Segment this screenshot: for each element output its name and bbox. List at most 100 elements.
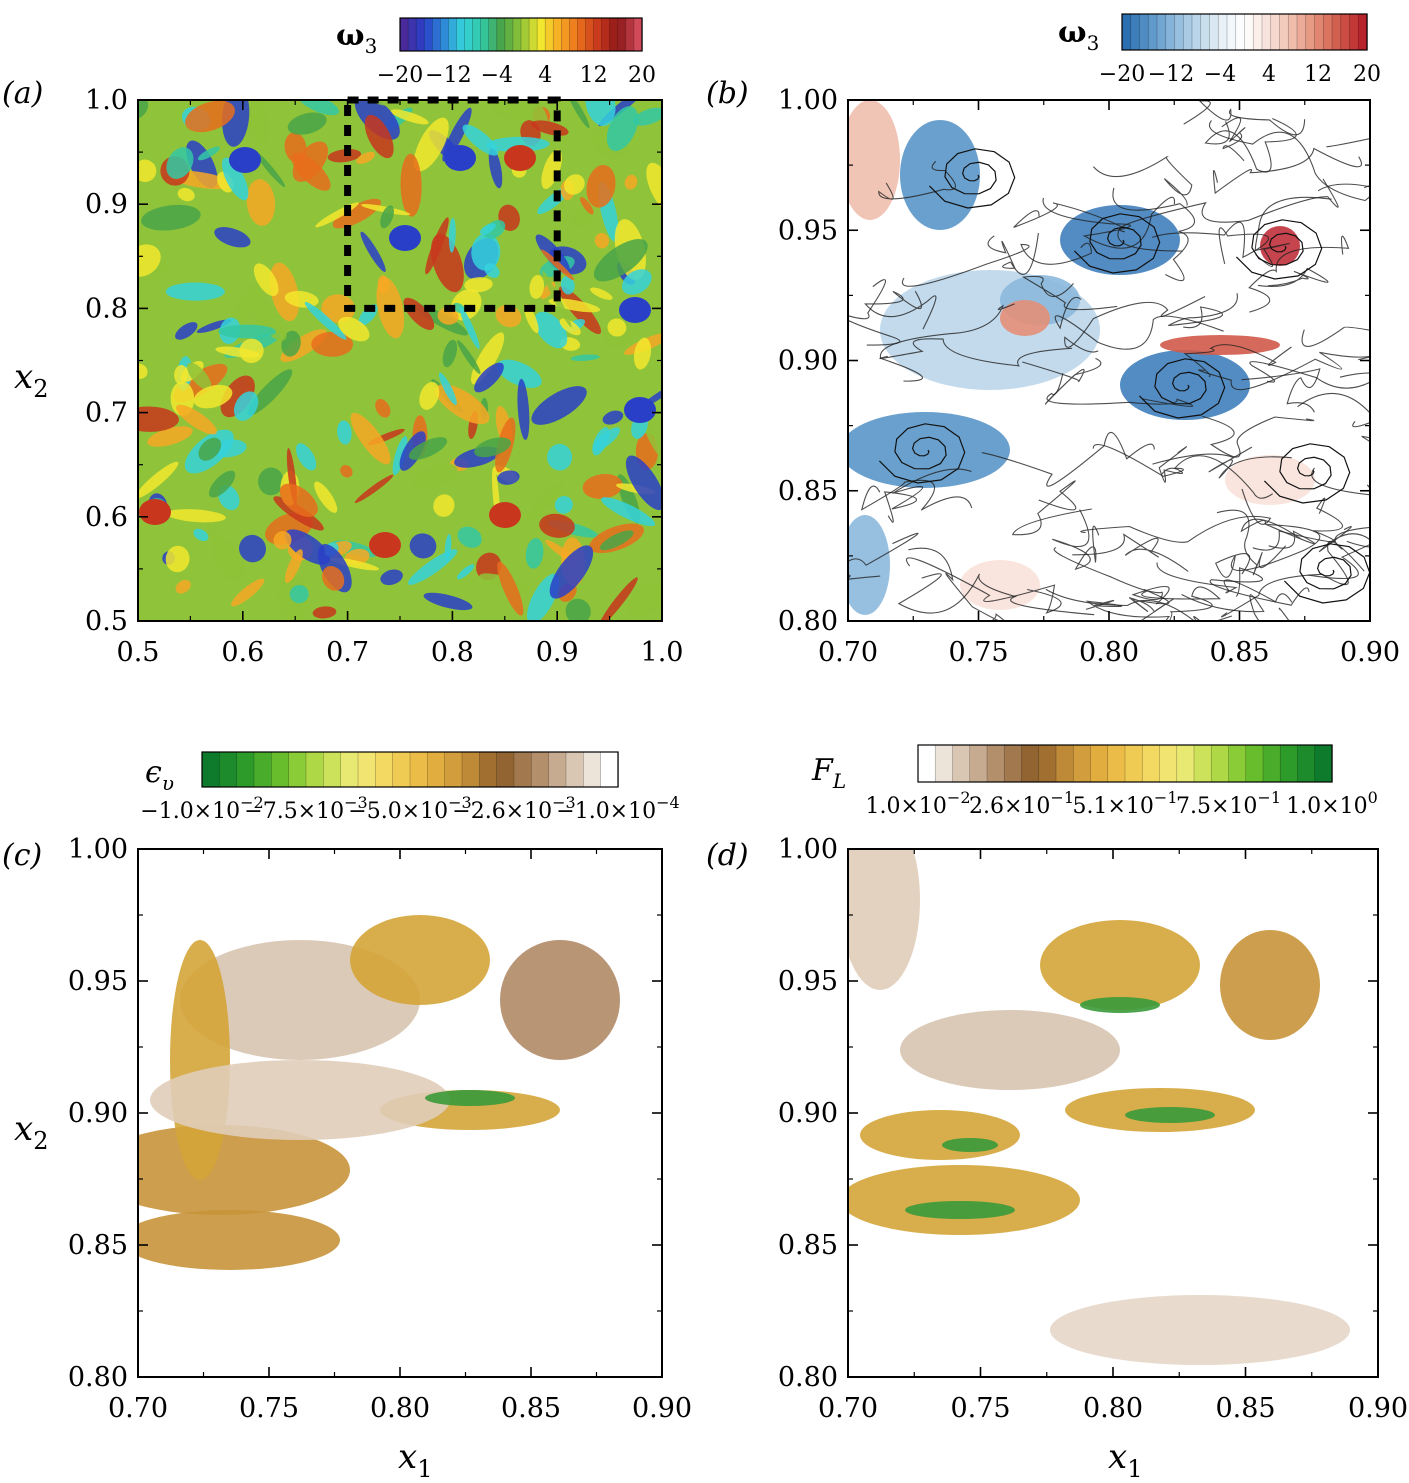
colorbar-band bbox=[1244, 13, 1255, 51]
colorbar-band bbox=[1261, 13, 1272, 51]
colorbar-band bbox=[201, 751, 221, 788]
colorbar-band bbox=[544, 17, 555, 52]
x-tick-label: 0.85 bbox=[1215, 1393, 1275, 1424]
colorbar-band bbox=[1262, 744, 1282, 783]
y-tick-label: 1.00 bbox=[68, 834, 128, 865]
colorbar-band bbox=[986, 744, 1006, 783]
colorbar-tick-label: 7.5×10−1 bbox=[1176, 788, 1281, 819]
colorbar-tick-label: −12 bbox=[1148, 62, 1194, 87]
colorbar-tick-label: −1.0×10−2 bbox=[140, 793, 263, 824]
colorbar-band bbox=[1176, 744, 1195, 783]
colorbar-band bbox=[593, 17, 603, 52]
colorbar-band bbox=[569, 17, 579, 52]
colorbar-tick-label: 20 bbox=[628, 63, 656, 88]
colorbar-band bbox=[305, 751, 325, 788]
y-tick-label: 0.85 bbox=[68, 1230, 128, 1261]
colorbar-band bbox=[1090, 744, 1109, 783]
colorbar-band bbox=[1349, 13, 1360, 51]
colorbar-band bbox=[1245, 744, 1264, 783]
colorbar-band bbox=[601, 17, 611, 52]
y-tick-label: 0.80 bbox=[778, 1362, 838, 1393]
panel-label: (d) bbox=[706, 838, 749, 873]
colorbar-band bbox=[552, 17, 563, 52]
colorbar-band bbox=[531, 751, 550, 788]
colorbar-band bbox=[1038, 744, 1057, 783]
colorbar-title: ϵυ bbox=[145, 755, 174, 795]
colorbar-band bbox=[1107, 744, 1126, 783]
y-tick-label: 0.85 bbox=[778, 1230, 838, 1261]
colorbar-tick-label: 1.0×100 bbox=[1286, 788, 1378, 819]
colorbar-band bbox=[617, 17, 627, 52]
colorbar-tick-label: −5.0×10−3 bbox=[348, 793, 471, 824]
colorbar-title: ω3 bbox=[1058, 15, 1099, 55]
colorbar-band bbox=[609, 17, 619, 52]
colorbar-band bbox=[1279, 13, 1290, 51]
x-tick-label: 0.70 bbox=[818, 637, 878, 668]
colorbar-tick-label: 5.1×10−1 bbox=[1072, 788, 1177, 819]
colorbar-band bbox=[1226, 13, 1237, 51]
colorbar-band bbox=[1003, 744, 1023, 783]
colorbar-band bbox=[917, 744, 937, 783]
colorbar-tick-label: 20 bbox=[1353, 62, 1381, 87]
colorbar-band bbox=[448, 17, 458, 52]
colorbar-tick-label: −1.0×10−4 bbox=[556, 793, 679, 824]
colorbar-band bbox=[1296, 13, 1307, 51]
colorbar-band bbox=[407, 17, 417, 52]
colorbar-band bbox=[1287, 13, 1298, 51]
y-tick-label: 0.90 bbox=[68, 1098, 128, 1129]
field-image bbox=[848, 849, 1378, 1377]
colorbar-band bbox=[583, 751, 602, 788]
panel-b: 0.70 0.75 0.80 0.85 0.90 0.80 0.85 0.90 0.95 1.00… bbox=[706, 13, 1400, 668]
colorbar-tick-label: 12 bbox=[580, 63, 608, 88]
colorbar-tick-label: −4 bbox=[1204, 62, 1236, 87]
colorbar-tick-label: −2.6×10−3 bbox=[452, 793, 575, 824]
colorbar-title: FL bbox=[811, 753, 846, 793]
x-tick-label: 0.6 bbox=[221, 637, 264, 668]
colorbar-band bbox=[288, 751, 307, 788]
colorbar-tick-label: −20 bbox=[1099, 62, 1145, 87]
colorbar-band bbox=[236, 751, 255, 788]
y-tick-label: 0.5 bbox=[85, 606, 128, 637]
colorbar-band bbox=[1124, 744, 1144, 783]
colorbar-band bbox=[1270, 13, 1281, 51]
y-tick-label: 0.80 bbox=[778, 606, 838, 637]
x-tick-label: 0.90 bbox=[1348, 1393, 1408, 1424]
colorbar-band bbox=[1072, 744, 1092, 783]
colorbar-band bbox=[520, 17, 530, 52]
y-tick-label: 1.0 bbox=[85, 85, 128, 116]
colorbar-band bbox=[952, 744, 971, 783]
panel-c: 0.70 0.75 0.80 0.85 0.90 0.80 0.85 0.90 0.95 1.00… bbox=[2, 751, 692, 1483]
colorbar-band bbox=[340, 751, 359, 788]
y-tick-label: 1.00 bbox=[778, 834, 838, 865]
x-tick-label: 0.75 bbox=[948, 637, 1008, 668]
colorbar-band bbox=[1210, 744, 1230, 783]
colorbar-tick-label: −20 bbox=[377, 63, 423, 88]
colorbar-band bbox=[585, 17, 595, 52]
panel-a: 0.5 0.6 0.7 0.8 0.9 1.0 0.5 0.6 0.7 0.8 0.9 1.0 x2 (a… bbox=[2, 17, 683, 668]
colorbar-band bbox=[633, 17, 643, 52]
colorbar-tick-label: −12 bbox=[425, 63, 471, 88]
x-tick-label: 0.80 bbox=[1083, 1393, 1143, 1424]
colorbar-tick-label: −7.5×10−3 bbox=[244, 793, 367, 824]
y-tick-label: 0.95 bbox=[778, 215, 838, 246]
colorbar-band bbox=[600, 751, 619, 788]
x-tick-label: 0.5 bbox=[117, 637, 160, 668]
colorbar-band bbox=[1156, 13, 1167, 51]
panel-label: (c) bbox=[2, 838, 42, 873]
colorbar-tick-label: 2.6×10−1 bbox=[969, 788, 1074, 819]
colorbar-tick-label: 4 bbox=[538, 63, 552, 88]
colorbar-band bbox=[461, 751, 481, 788]
colorbar-band bbox=[1174, 13, 1185, 51]
colorbar-tick-label: −4 bbox=[481, 63, 513, 88]
colorbar-band bbox=[472, 17, 482, 52]
colorbar-band bbox=[504, 17, 514, 52]
y-axis-label: x2 bbox=[14, 1109, 48, 1155]
colorbar-band bbox=[464, 17, 474, 52]
colorbar-band bbox=[423, 17, 434, 52]
colorbar-band bbox=[1340, 13, 1351, 51]
colorbar-band bbox=[548, 751, 567, 788]
colorbar-band bbox=[1279, 744, 1299, 783]
colorbar-band bbox=[488, 17, 498, 52]
y-tick-label: 0.90 bbox=[778, 346, 838, 377]
